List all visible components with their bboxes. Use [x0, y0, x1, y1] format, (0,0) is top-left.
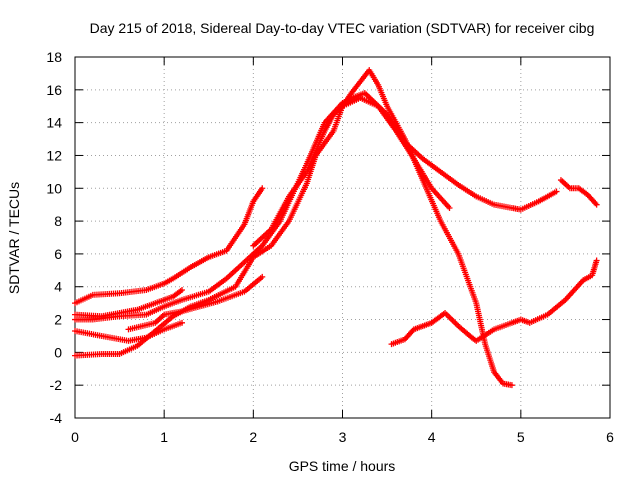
x-tick-label: 6 — [606, 429, 614, 445]
data-point — [553, 188, 560, 195]
y-tick-label: -2 — [50, 377, 63, 393]
x-tick-label: 3 — [339, 429, 347, 445]
chart-title: Day 215 of 2018, Sidereal Day-to-day VTE… — [90, 20, 595, 36]
y-tick-label: 16 — [46, 82, 62, 98]
y-tick-label: 10 — [46, 180, 62, 196]
data-point — [259, 185, 266, 192]
series-arc-7 — [250, 67, 515, 389]
x-tick-label: 1 — [160, 429, 168, 445]
y-tick-label: 12 — [46, 147, 62, 163]
x-tick-label: 0 — [71, 429, 79, 445]
data-point — [593, 257, 600, 264]
y-tick-label: 18 — [46, 49, 62, 65]
y-tick-label: 8 — [54, 213, 62, 229]
x-tick-label: 5 — [517, 429, 525, 445]
x-tick-label: 2 — [249, 429, 257, 445]
series-arc-9 — [557, 177, 600, 208]
y-tick-label: 14 — [46, 115, 62, 131]
data-point — [259, 273, 266, 280]
series-arc-1 — [72, 185, 266, 307]
x-tick-label: 4 — [428, 429, 436, 445]
data-point — [179, 287, 185, 294]
y-tick-label: 2 — [54, 312, 62, 328]
y-axis-label: SDTVAR / TECUs — [6, 182, 22, 294]
x-axis-label: GPS time / hours — [289, 458, 396, 474]
series-arc-3 — [72, 90, 560, 323]
y-tick-label: 6 — [54, 246, 62, 262]
data-point — [593, 201, 600, 208]
data-point — [179, 319, 185, 326]
data-point — [508, 382, 515, 389]
data-points — [72, 67, 600, 389]
series-arc-6 — [125, 273, 266, 333]
y-tick-label: 0 — [54, 344, 62, 360]
grid-lines — [75, 57, 610, 418]
y-tick-label: 4 — [54, 279, 62, 295]
y-tick-label: -4 — [50, 410, 63, 426]
series-arc-8 — [388, 257, 600, 348]
data-point — [446, 204, 453, 211]
